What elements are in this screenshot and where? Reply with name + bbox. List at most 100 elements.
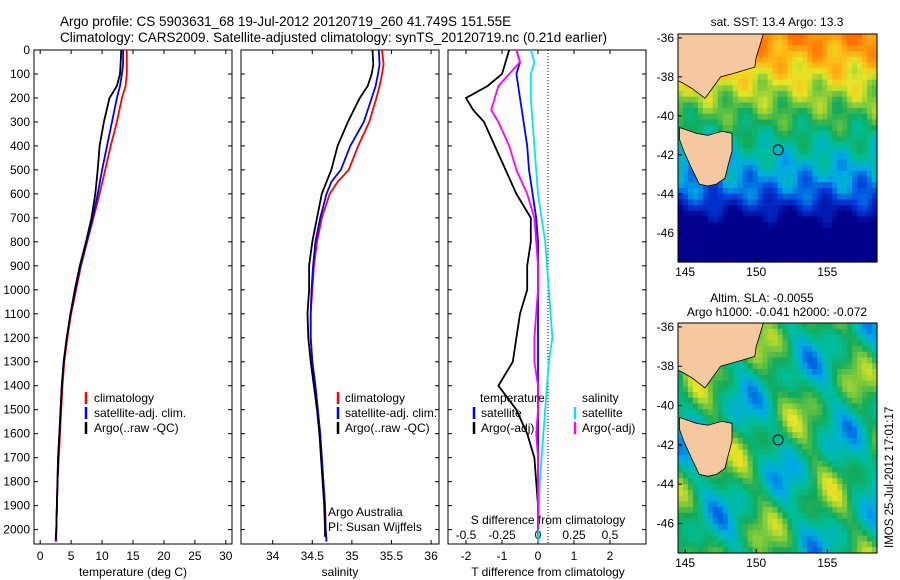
heatmap-cell — [832, 68, 838, 75]
heatmap-cell — [727, 165, 734, 172]
heatmap-cell — [832, 187, 838, 195]
heatmap-cell — [852, 334, 858, 341]
heatmap-cell — [757, 68, 764, 75]
legend-label-t-satellite: satellite — [481, 406, 522, 420]
heatmap-cell — [847, 244, 853, 252]
heatmap-cell — [787, 205, 794, 212]
heatmap-cell — [782, 432, 789, 439]
heatmap-cell — [678, 222, 684, 229]
heatmap-cell — [832, 363, 838, 370]
heatmap-cell — [762, 233, 769, 240]
heatmap-cell — [697, 222, 704, 229]
heatmap-cell — [842, 244, 848, 252]
heatmap-cell — [817, 193, 823, 200]
heatmap-cell — [872, 136, 878, 143]
heatmap-cell — [787, 130, 794, 138]
heatmap-cell — [832, 62, 838, 69]
heatmap-cell — [832, 165, 838, 172]
heatmap-cell — [772, 438, 779, 445]
heatmap-cell — [847, 68, 853, 75]
heatmap-cell — [802, 323, 808, 330]
legend-label-t-argo: Argo(-adj) — [481, 421, 534, 435]
heatmap-cell — [767, 351, 774, 359]
heatmap-cell — [862, 524, 868, 531]
heatmap-cell — [772, 56, 779, 64]
heatmap-cell — [817, 374, 823, 382]
heatmap-cell — [807, 85, 813, 92]
heatmap-cell — [867, 34, 873, 41]
heatmap-cell — [872, 233, 878, 240]
heatmap-cell — [757, 386, 764, 393]
heatmap-cell — [692, 250, 699, 257]
x-tick-label: 20 — [157, 549, 171, 563]
heatmap-cell — [837, 472, 843, 479]
heatmap-cell — [702, 541, 709, 548]
heatmap-cell — [847, 415, 853, 422]
heatmap-cell — [867, 239, 873, 246]
heatmap-cell — [787, 159, 794, 166]
heatmap-cell — [752, 443, 759, 451]
heatmap-cell — [797, 443, 803, 451]
heatmap-cell — [817, 466, 823, 474]
heatmap-cell — [787, 524, 794, 531]
heatmap-cell — [747, 392, 754, 399]
heatmap-cell — [787, 495, 794, 502]
heatmap-cell — [817, 489, 823, 497]
heatmap-cell — [687, 193, 694, 200]
heatmap-cell — [852, 159, 858, 166]
heatmap-cell — [682, 125, 689, 132]
heatmap-cell — [802, 250, 808, 257]
heatmap-cell — [872, 45, 878, 52]
heatmap-cell — [812, 193, 818, 200]
heatmap-cell — [867, 374, 873, 382]
heatmap-cell — [682, 501, 689, 508]
heatmap-cell — [772, 193, 779, 200]
heatmap-cell — [822, 535, 828, 543]
heatmap-cell — [757, 501, 764, 508]
heatmap-cell — [872, 489, 878, 497]
heatmap-cell — [852, 239, 858, 246]
heatmap-cell — [847, 45, 853, 52]
heatmap-cell — [717, 380, 724, 387]
heatmap-cell — [678, 478, 684, 485]
heatmap-cell — [837, 328, 843, 336]
heatmap-cell — [747, 239, 754, 246]
heatmap-cell — [797, 256, 803, 263]
heatmap-cell — [857, 340, 863, 347]
heatmap-cell — [678, 466, 684, 474]
heatmap-cell — [752, 524, 759, 531]
heatmap-cell — [757, 62, 764, 69]
heatmap-cell — [702, 113, 709, 121]
heatmap-cell — [762, 415, 769, 422]
heatmap-cell — [678, 79, 684, 86]
heatmap-cell — [752, 170, 759, 178]
heatmap-cell — [852, 148, 858, 155]
heatmap-cell — [697, 187, 704, 195]
heatmap-cell — [742, 102, 749, 109]
heatmap-cell — [767, 495, 774, 502]
heatmap-cell — [792, 547, 798, 554]
heatmap-cell — [807, 386, 813, 393]
heatmap-cell — [817, 176, 823, 183]
heatmap-cell — [737, 130, 744, 138]
heatmap-cell — [727, 386, 734, 393]
heatmap-cell — [717, 501, 724, 508]
heatmap-cell — [697, 392, 704, 399]
heatmap-cell — [827, 380, 833, 387]
heatmap-cell — [717, 530, 724, 537]
heatmap-cell — [837, 409, 843, 416]
heatmap-cell — [762, 96, 769, 103]
heatmap-cell — [867, 455, 873, 462]
heatmap-cell — [762, 102, 769, 109]
heatmap-cell — [837, 125, 843, 132]
heatmap-cell — [802, 56, 808, 64]
heatmap-cell — [822, 489, 828, 497]
heatmap-cell — [757, 484, 764, 491]
heatmap-cell — [692, 210, 699, 217]
heatmap-cell — [757, 113, 764, 121]
heatmap-cell — [872, 119, 878, 126]
heatmap-cell — [762, 176, 769, 183]
heatmap-cell — [752, 250, 759, 257]
heatmap-cell — [862, 403, 868, 410]
heatmap-cell — [852, 205, 858, 212]
